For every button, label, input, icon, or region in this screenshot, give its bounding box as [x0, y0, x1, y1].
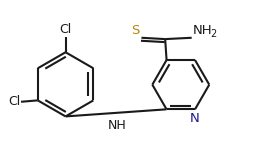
Text: 2: 2: [210, 29, 216, 39]
Text: N: N: [190, 112, 200, 125]
Text: Cl: Cl: [8, 95, 20, 108]
Text: NH: NH: [108, 119, 127, 132]
Text: Cl: Cl: [59, 23, 72, 36]
Text: NH: NH: [193, 24, 213, 37]
Text: S: S: [131, 24, 139, 37]
